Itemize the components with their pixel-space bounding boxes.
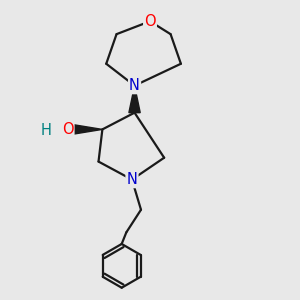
Text: N: N xyxy=(127,172,137,187)
Text: O: O xyxy=(144,14,156,29)
Text: N: N xyxy=(129,78,140,93)
Text: O: O xyxy=(62,122,74,137)
Polygon shape xyxy=(129,85,140,113)
Polygon shape xyxy=(68,124,102,135)
Text: H: H xyxy=(40,123,51,138)
